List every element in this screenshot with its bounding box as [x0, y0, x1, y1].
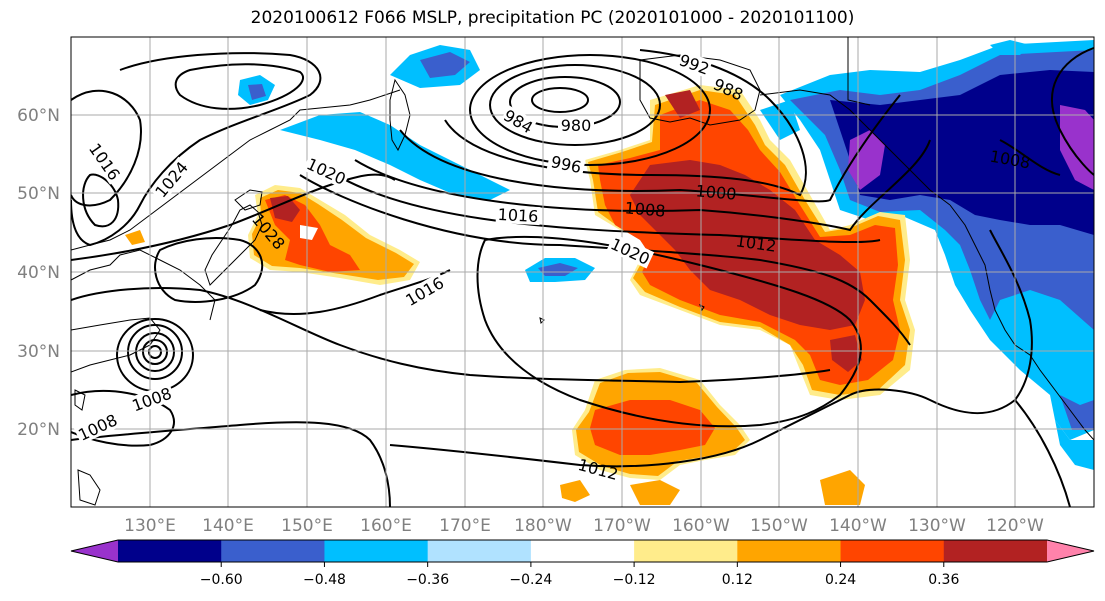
colorbar-extend-high: [1047, 540, 1094, 562]
isobar-label: 980: [561, 116, 592, 135]
map-frame: [70, 36, 1095, 508]
latitude-labels: 60°N 50°N 40°N 30°N 20°N: [17, 106, 60, 440]
colorbar-ticks: −0.60 −0.48 −0.36 −0.24 −0.12 0.12 0.24 0.36: [200, 562, 959, 588]
colorbar-tick-label: −0.12: [613, 572, 656, 588]
lon-label: 170°E: [439, 516, 491, 536]
isobar-label: 1016: [497, 205, 539, 226]
lon-label: 150°E: [281, 516, 333, 536]
lon-label: 160°E: [360, 516, 412, 536]
lat-label: 40°N: [17, 263, 60, 283]
colorbar-tick-label: 0.24: [825, 572, 856, 588]
map-title: 2020100612 F066 MSLP, precipitation PC (…: [250, 8, 855, 28]
colorbar-tick-label: 0.12: [722, 572, 753, 588]
lon-label: 150°W: [750, 516, 808, 536]
colorbar-outline: [70, 539, 1095, 563]
longitude-labels: 130°E 140°E 150°E 160°E 170°E 180°W 170°…: [124, 516, 1044, 536]
colorbar-segment: [427, 540, 532, 562]
lon-label: 140°E: [202, 516, 254, 536]
colorbar-tick-label: −0.60: [200, 572, 243, 588]
lon-label: 160°W: [672, 516, 730, 536]
lon-label: 130°W: [908, 516, 966, 536]
lat-label: 20°N: [17, 420, 60, 440]
graticule: [71, 37, 1094, 507]
colorbar-segment: [530, 540, 635, 562]
lon-label: 180°W: [514, 516, 572, 536]
colorbar-segment: [324, 540, 429, 562]
lon-label: 130°E: [124, 516, 176, 536]
colorbar-segment: [221, 540, 325, 562]
colorbar-extend-low: [71, 540, 118, 562]
colorbar-tick-label: 0.36: [928, 572, 959, 588]
lat-label: 60°N: [17, 106, 60, 126]
lat-label: 50°N: [17, 184, 60, 204]
colorbar-tick-label: −0.24: [509, 572, 552, 588]
colorbar-tick-label: −0.36: [406, 572, 449, 588]
colorbar-segment: [943, 540, 1048, 562]
lon-label: 120°W: [986, 516, 1044, 536]
colorbar: [70, 539, 1095, 563]
isobar-label: 1008: [624, 198, 666, 220]
colorbar-segment: [118, 540, 222, 562]
coastlines: [71, 37, 1094, 506]
lon-label: 140°W: [829, 516, 887, 536]
colorbar-segment: [737, 540, 842, 562]
isobar-label: 1000: [695, 181, 737, 203]
lon-label: 170°W: [593, 516, 651, 536]
lat-label: 30°N: [17, 342, 60, 362]
colorbar-tick-label: −0.48: [303, 572, 346, 588]
colorbar-segment: [840, 540, 945, 562]
positive-precip-shading: [125, 85, 915, 505]
colorbar-segment: [634, 540, 738, 562]
